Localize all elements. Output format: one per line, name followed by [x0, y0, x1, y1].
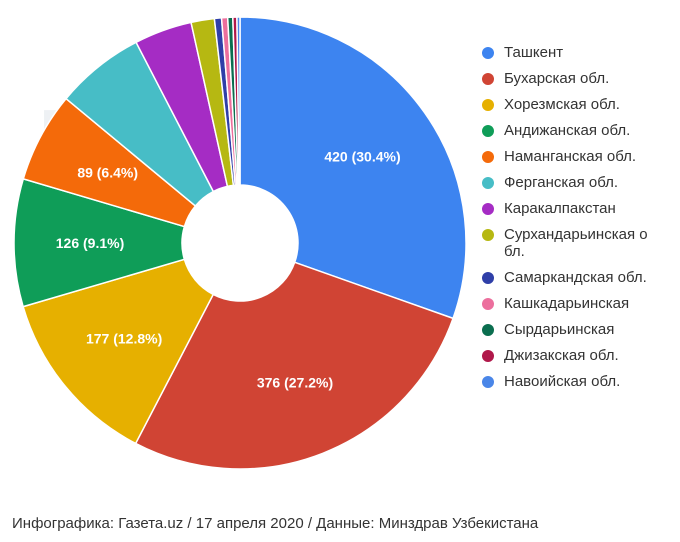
legend-swatch-icon — [482, 229, 494, 241]
legend-item[interactable]: Сурхандарьинская обл. — [478, 226, 678, 260]
legend-label: Кашкадарьинская — [504, 295, 630, 312]
legend-item[interactable]: Сырдарьинская — [478, 321, 678, 338]
legend-label: Навоийская обл. — [504, 373, 621, 390]
legend-swatch-icon — [482, 73, 494, 85]
legend-item[interactable]: Хорезмская обл. — [478, 96, 678, 113]
legend-swatch-icon — [482, 151, 494, 163]
legend-item[interactable]: Андижанская обл. — [478, 122, 678, 139]
legend-item[interactable]: Бухарская обл. — [478, 70, 678, 87]
pie-slice-13 — [236, 16, 241, 186]
legend-swatch-icon — [482, 47, 494, 59]
pie-slice-4 — [13, 177, 186, 308]
pie-slice-2 — [134, 261, 455, 470]
legend-label: Каракалпакстан — [504, 200, 616, 217]
legend-label: Самаркандская обл. — [504, 269, 647, 286]
pie-slice-3 — [22, 258, 215, 445]
slice-data-label-5: 89 (6.4%) — [77, 164, 138, 180]
legend-item[interactable]: Каракалпакстан — [478, 200, 678, 217]
legend-item[interactable]: Джизакская обл. — [478, 347, 678, 364]
legend-swatch-icon — [482, 203, 494, 215]
legend-label: Джизакская обл. — [504, 347, 619, 364]
legend-label: Наманганская обл. — [504, 148, 637, 165]
legend-swatch-icon — [482, 177, 494, 189]
legend-swatch-icon — [482, 125, 494, 137]
legend-label: Хорезмская обл. — [504, 96, 620, 113]
legend-label: Сырдарьинская — [504, 321, 615, 338]
legend-swatch-icon — [482, 350, 494, 362]
legend-item[interactable]: Самаркандская обл. — [478, 269, 678, 286]
legend-label: Ферганская обл. — [504, 174, 619, 191]
legend-item[interactable]: Ферганская обл. — [478, 174, 678, 191]
legend-item[interactable]: Кашкадарьинская — [478, 295, 678, 312]
legend-swatch-icon — [482, 324, 494, 336]
legend-label: Андижанская обл. — [504, 122, 631, 139]
legend-item[interactable]: Наманганская обл. — [478, 148, 678, 165]
slice-data-label-4: 126 (9.1%) — [56, 235, 124, 251]
legend-item[interactable]: Навоийская обл. — [478, 373, 678, 390]
legend-label: Сурхандарьинская обл. — [504, 226, 648, 260]
footer-caption: Инфографика: Газета.uz / 17 апреля 2020 … — [12, 515, 539, 532]
legend-label: Бухарская обл. — [504, 70, 610, 87]
legend: Ташкент Бухарская обл. Хорезмская обл. Анди… — [478, 44, 678, 399]
donut-chart: 420 (30.4%) 376 (27.2%) 177 (12.8%) 126 (9.… — [13, 16, 467, 470]
legend-swatch-icon — [482, 298, 494, 310]
legend-label: Ташкент — [504, 44, 564, 61]
slice-data-label-3: 177 (12.8%) — [86, 330, 162, 346]
legend-swatch-icon — [482, 376, 494, 388]
slice-data-label-2: 376 (27.2%) — [257, 375, 333, 391]
slice-data-label-1: 420 (30.4%) — [324, 148, 400, 164]
pie-slice-1 — [239, 16, 467, 320]
legend-swatch-icon — [482, 272, 494, 284]
legend-swatch-icon — [482, 99, 494, 111]
legend-item[interactable]: Ташкент — [478, 44, 678, 61]
